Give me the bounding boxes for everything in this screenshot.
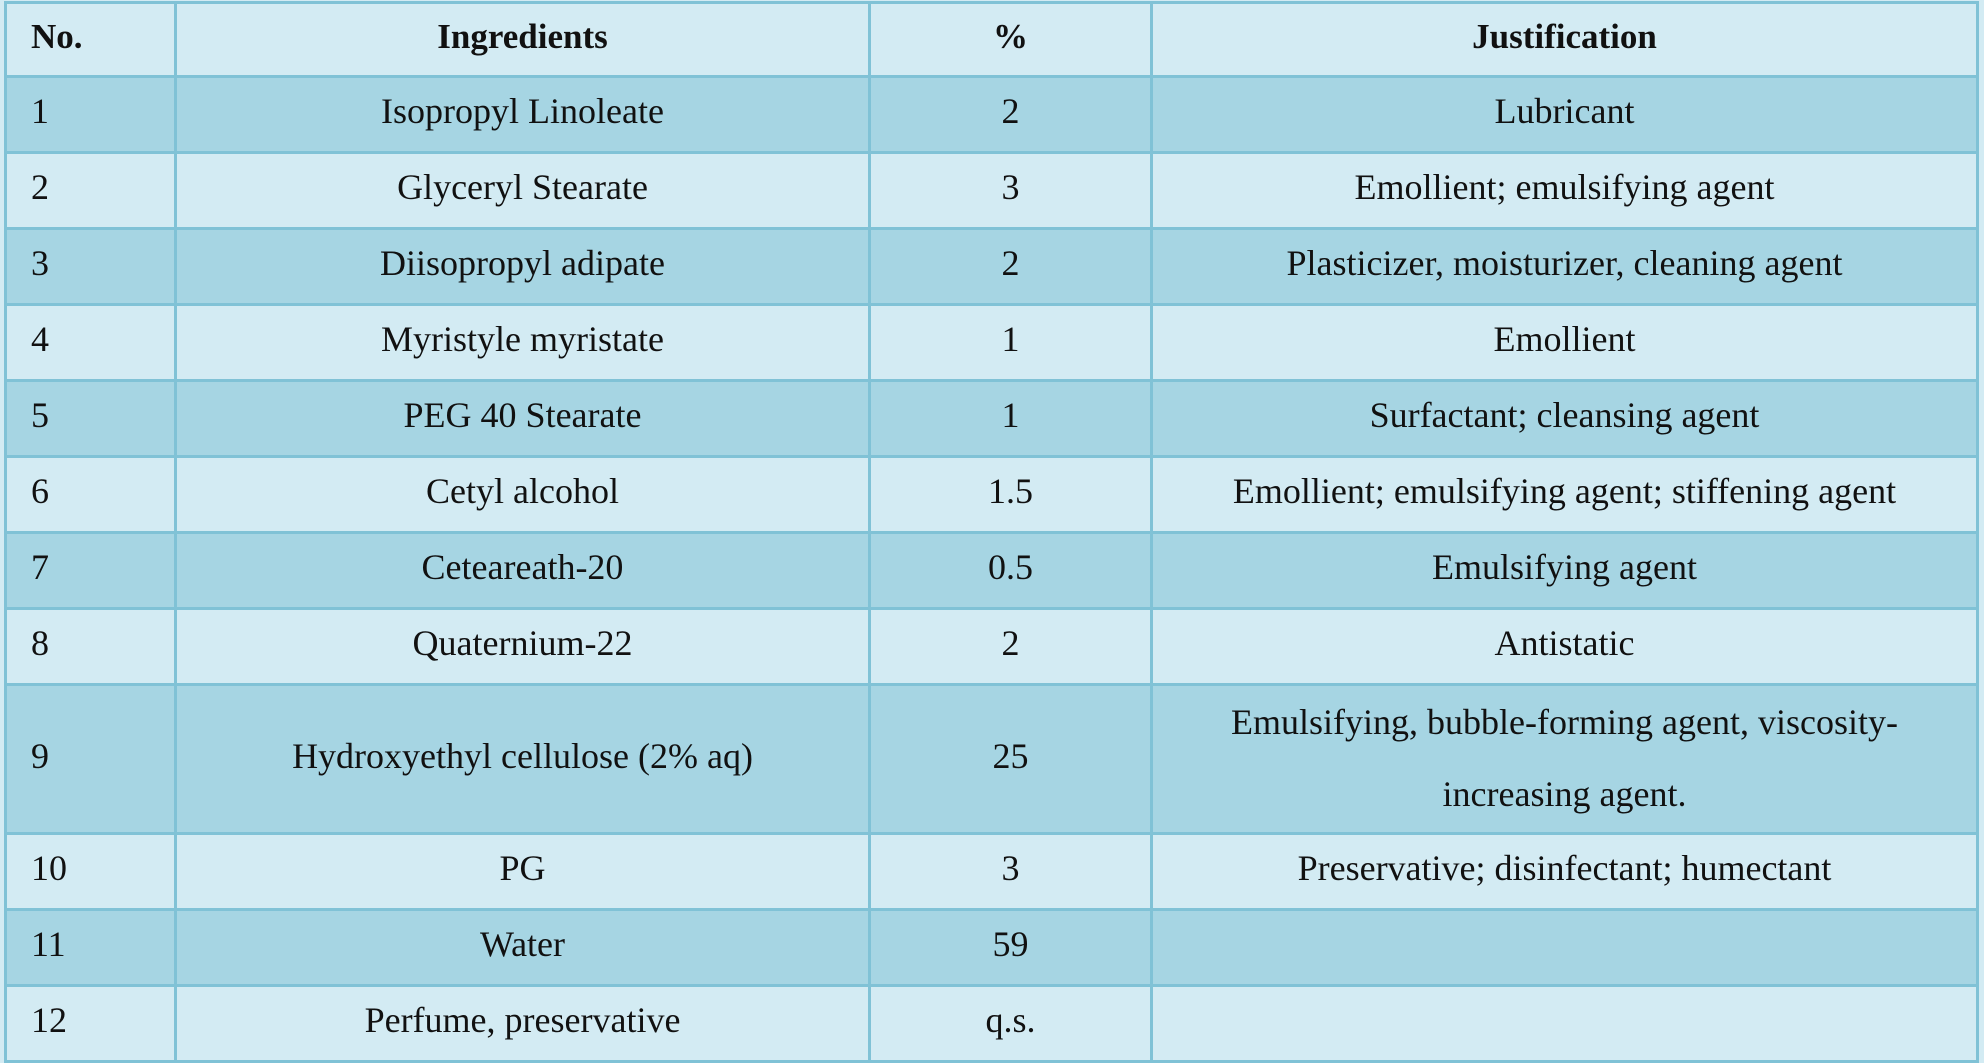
table-row: 8 Quaternium-22 2 Antistatic xyxy=(4,607,1979,686)
cell-no: 3 xyxy=(4,227,177,306)
header-percent: % xyxy=(868,1,1153,78)
header-justification: Justification xyxy=(1150,1,1979,78)
table-row: 6 Cetyl alcohol 1.5 Emollient; emulsifyi… xyxy=(4,455,1979,534)
cell-ingredient: Water xyxy=(174,908,871,987)
cell-ingredient: Hydroxyethyl cellulose (2% aq) xyxy=(174,683,871,835)
cell-percent: 25 xyxy=(868,683,1153,835)
cell-no: 5 xyxy=(4,379,177,458)
cell-ingredient: PEG 40 Stearate xyxy=(174,379,871,458)
cell-no: 6 xyxy=(4,455,177,534)
cell-ingredient: Perfume, preservative xyxy=(174,984,871,1063)
table-row: 10 PG 3 Preservative; disinfectant; hume… xyxy=(4,832,1979,911)
cell-no: 4 xyxy=(4,303,177,382)
cell-no: 9 xyxy=(4,683,177,835)
cell-justification: Plasticizer, moisturizer, cleaning agent xyxy=(1150,227,1979,306)
cell-justification: Emollient; emulsifying agent; stiffening… xyxy=(1150,455,1979,534)
cell-no: 11 xyxy=(4,908,177,987)
cell-ingredient: Ceteareath-20 xyxy=(174,531,871,610)
header-no: No. xyxy=(4,1,177,78)
cell-percent: 3 xyxy=(868,151,1153,230)
table-row: 9 Hydroxyethyl cellulose (2% aq) 25 Emul… xyxy=(4,683,1979,835)
cell-percent: 0.5 xyxy=(868,531,1153,610)
cell-ingredient: Myristyle myristate xyxy=(174,303,871,382)
cell-justification: Lubricant xyxy=(1150,75,1979,154)
table-row: 12 Perfume, preservative q.s. xyxy=(4,984,1979,1063)
formulation-table-container: No. Ingredients % Justification 1 Isopro… xyxy=(4,1,1979,1063)
table-row: 3 Diisopropyl adipate 2 Plasticizer, moi… xyxy=(4,227,1979,306)
cell-ingredient: Diisopropyl adipate xyxy=(174,227,871,306)
cell-percent: 1.5 xyxy=(868,455,1153,534)
table-row: 5 PEG 40 Stearate 1 Surfactant; cleansin… xyxy=(4,379,1979,458)
table-row: 1 Isopropyl Linoleate 2 Lubricant xyxy=(4,75,1979,154)
table-row: 4 Myristyle myristate 1 Emollient xyxy=(4,303,1979,382)
cell-percent: 2 xyxy=(868,227,1153,306)
cell-percent: 1 xyxy=(868,303,1153,382)
cell-percent: 59 xyxy=(868,908,1153,987)
cell-percent: 1 xyxy=(868,379,1153,458)
cell-percent: 2 xyxy=(868,75,1153,154)
cell-percent: 2 xyxy=(868,607,1153,686)
cell-no: 2 xyxy=(4,151,177,230)
cell-justification xyxy=(1150,908,1979,987)
cell-ingredient: Quaternium-22 xyxy=(174,607,871,686)
cell-no: 8 xyxy=(4,607,177,686)
cell-no: 10 xyxy=(4,832,177,911)
cell-justification: Emulsifying, bubble-forming agent, visco… xyxy=(1150,683,1979,835)
cell-ingredient: Glyceryl Stearate xyxy=(174,151,871,230)
cell-ingredient: PG xyxy=(174,832,871,911)
formulation-table: No. Ingredients % Justification 1 Isopro… xyxy=(4,1,1979,1063)
table-row: 7 Ceteareath-20 0.5 Emulsifying agent xyxy=(4,531,1979,610)
header-ingredients: Ingredients xyxy=(174,1,871,78)
table-header-row: No. Ingredients % Justification xyxy=(4,1,1979,78)
cell-percent: 3 xyxy=(868,832,1153,911)
cell-no: 12 xyxy=(4,984,177,1063)
cell-no: 1 xyxy=(4,75,177,154)
cell-percent: q.s. xyxy=(868,984,1153,1063)
cell-ingredient: Isopropyl Linoleate xyxy=(174,75,871,154)
cell-justification: Emulsifying agent xyxy=(1150,531,1979,610)
cell-ingredient: Cetyl alcohol xyxy=(174,455,871,534)
table-row: 2 Glyceryl Stearate 3 Emollient; emulsif… xyxy=(4,151,1979,230)
table-row: 11 Water 59 xyxy=(4,908,1979,987)
cell-justification xyxy=(1150,984,1979,1063)
cell-justification: Emollient; emulsifying agent xyxy=(1150,151,1979,230)
cell-justification: Surfactant; cleansing agent xyxy=(1150,379,1979,458)
cell-justification: Preservative; disinfectant; humectant xyxy=(1150,832,1979,911)
cell-no: 7 xyxy=(4,531,177,610)
cell-justification: Antistatic xyxy=(1150,607,1979,686)
cell-justification: Emollient xyxy=(1150,303,1979,382)
